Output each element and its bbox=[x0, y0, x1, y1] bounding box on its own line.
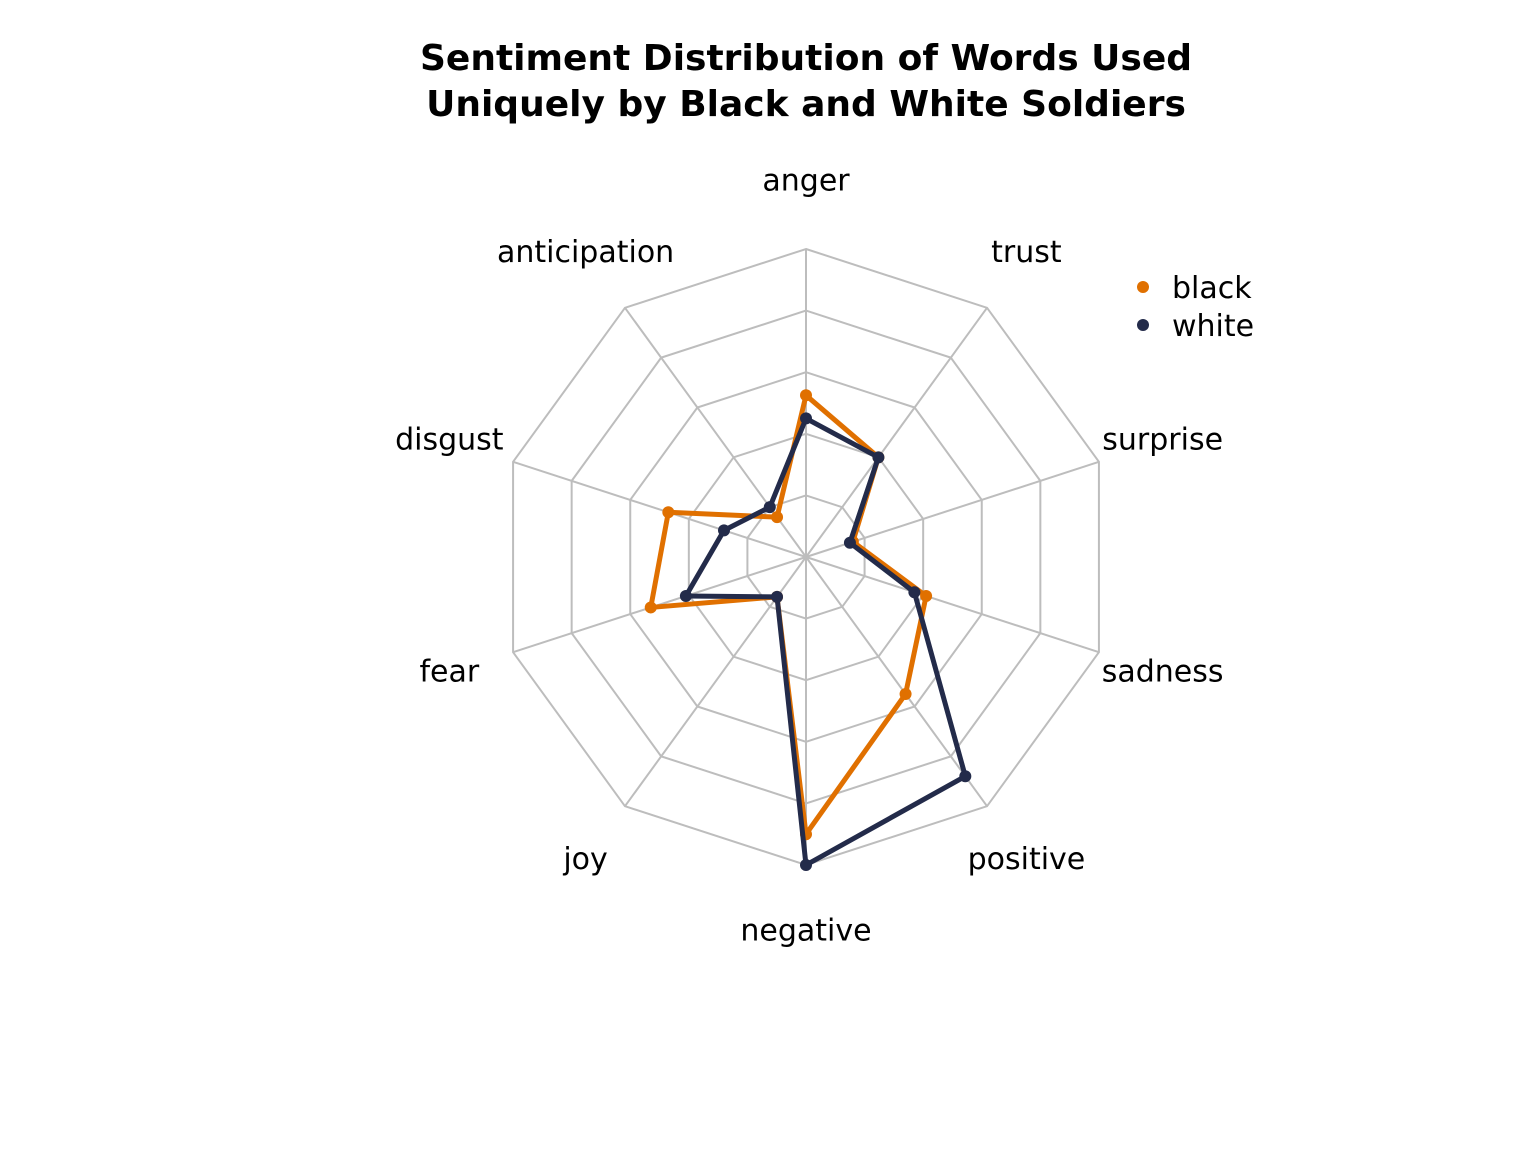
chart-title: Sentiment Distribution of Words Used bbox=[420, 38, 1192, 79]
axis-label-anticipation: anticipation bbox=[497, 235, 674, 270]
point-black-disgust bbox=[662, 506, 675, 519]
axis-label-negative: negative bbox=[740, 914, 871, 949]
point-white-disgust bbox=[717, 524, 730, 537]
legend: black white bbox=[1137, 271, 1254, 344]
radar-grid bbox=[512, 247, 1100, 867]
point-white-fear bbox=[679, 590, 692, 603]
point-black-anticipation bbox=[771, 511, 784, 524]
axis-label-trust: trust bbox=[991, 235, 1062, 270]
axis-label-fear: fear bbox=[419, 654, 479, 689]
axis-label-sadness: sadness bbox=[1102, 654, 1224, 689]
point-white-trust bbox=[872, 451, 885, 464]
axis-labels: anger trust surprise sadness positive negativ… bbox=[395, 164, 1223, 949]
legend-label-black: black bbox=[1172, 271, 1252, 306]
point-black-positive bbox=[899, 688, 912, 701]
point-white-joy bbox=[771, 590, 784, 603]
point-white-anticipation bbox=[763, 501, 776, 514]
point-black-anger bbox=[800, 389, 812, 402]
legend-marker-white bbox=[1137, 319, 1149, 331]
point-white-positive bbox=[959, 770, 972, 783]
spoke-disgust bbox=[512, 460, 807, 558]
legend-label-white: white bbox=[1172, 309, 1254, 344]
axis-label-anger: anger bbox=[762, 164, 850, 199]
spoke-positive bbox=[805, 556, 988, 807]
legend-marker-black bbox=[1137, 281, 1149, 293]
axis-label-positive: positive bbox=[968, 842, 1086, 877]
point-white-negative bbox=[800, 859, 812, 871]
point-black-fear bbox=[644, 601, 657, 614]
point-white-surprise bbox=[843, 536, 856, 549]
axis-label-disgust: disgust bbox=[395, 423, 504, 458]
point-black-sadness bbox=[920, 590, 933, 603]
radar-series bbox=[644, 389, 972, 871]
point-white-sadness bbox=[908, 586, 921, 599]
spoke-trust bbox=[805, 307, 988, 558]
chart-title-line2: Uniquely by Black and White Soldiers bbox=[426, 84, 1186, 125]
point-white-anger bbox=[800, 412, 812, 425]
spoke-sadness bbox=[805, 556, 1100, 654]
axis-label-surprise: surprise bbox=[1102, 423, 1223, 458]
axis-label-joy: joy bbox=[562, 842, 607, 877]
